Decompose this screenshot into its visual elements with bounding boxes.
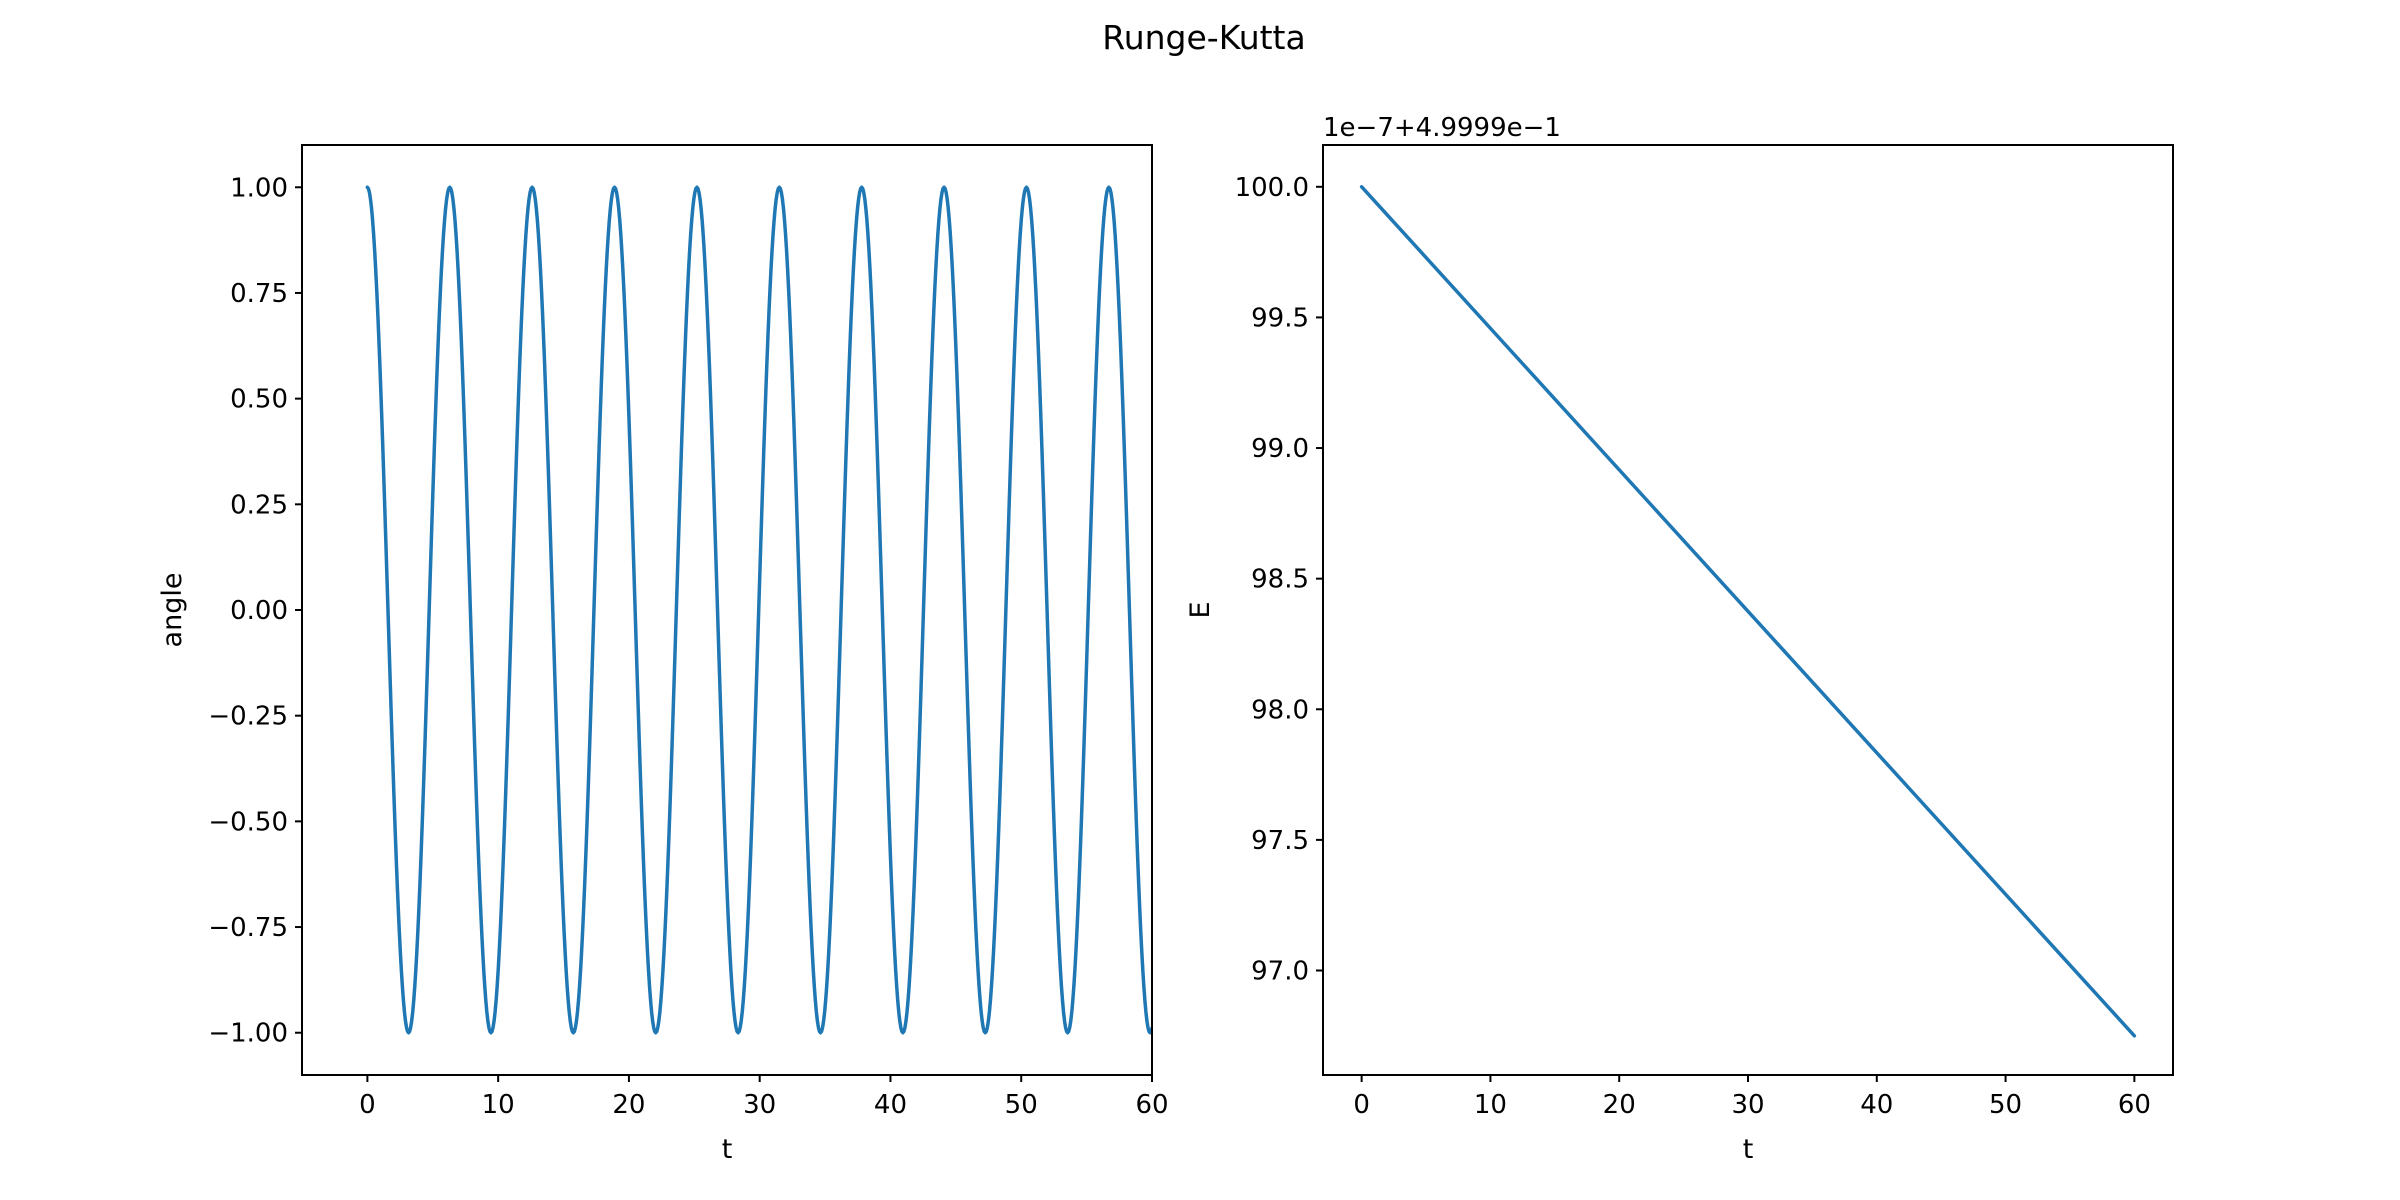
angle-y-tick-label: −0.50 <box>208 807 288 837</box>
angle-x-tick-label: 50 <box>1005 1090 1038 1120</box>
angle-y-tick-label: 0.75 <box>230 279 288 309</box>
energy-subplot: 100.0 99.5 99.0 98.5 98.0 97.5 97.0 0 10 20 30 40 5… <box>1185 113 2174 1165</box>
angle-y-tick-label: −0.75 <box>208 913 288 943</box>
angle-x-tick-label: 0 <box>359 1090 376 1120</box>
angle-x-ticks: 0 10 20 30 40 50 60 <box>359 1075 1169 1120</box>
energy-y-tick-label: 98.0 <box>1251 695 1309 725</box>
energy-y-tick-label: 100.0 <box>1235 173 1309 203</box>
energy-x-tick-label: 60 <box>2118 1090 2151 1120</box>
angle-series-layer <box>365 185 1152 1035</box>
energy-y-tick-label: 97.5 <box>1251 826 1309 856</box>
energy-x-tick-label: 50 <box>1989 1090 2022 1120</box>
energy-x-ticks: 0 10 20 30 40 50 60 <box>1353 1075 2151 1120</box>
energy-y-offset-text: 1e−7+4.9999e−1 <box>1323 113 1561 143</box>
energy-x-tick-label: 30 <box>1731 1090 1764 1120</box>
angle-y-tick-label: 0.00 <box>230 596 288 626</box>
energy-x-tick-label: 20 <box>1603 1090 1636 1120</box>
angle-x-tick-label: 10 <box>482 1090 515 1120</box>
angle-series-line <box>365 185 1152 1035</box>
energy-y-tick-label: 99.0 <box>1251 434 1309 464</box>
angle-x-tick-label: 20 <box>612 1090 645 1120</box>
angle-x-tick-label: 30 <box>743 1090 776 1120</box>
figure-title: Runge-Kutta <box>1102 18 1305 57</box>
energy-x-tick-label: 40 <box>1860 1090 1893 1120</box>
energy-x-axis-label: t <box>1743 1134 1754 1165</box>
energy-x-tick-label: 10 <box>1474 1090 1507 1120</box>
angle-y-tick-label: −0.25 <box>208 702 288 732</box>
angle-subplot: 1.00 0.75 0.50 0.25 0.00 −0.25 −0.50 −0.75 −1.00… <box>157 144 1169 1165</box>
energy-series-line <box>1359 185 2137 1038</box>
energy-y-tick-label: 97.0 <box>1251 957 1309 987</box>
energy-x-tick-label: 0 <box>1353 1090 1370 1120</box>
energy-y-tick-label: 98.5 <box>1251 565 1309 595</box>
energy-y-axis-label: E <box>1185 601 1216 618</box>
angle-y-tick-label: 0.50 <box>230 385 288 415</box>
angle-x-tick-label: 60 <box>1135 1090 1168 1120</box>
energy-series-layer <box>1359 185 2137 1038</box>
angle-y-ticks: 1.00 0.75 0.50 0.25 0.00 −0.25 −0.50 −0.75 −1.00 <box>208 173 302 1049</box>
energy-y-tick-label: 99.5 <box>1251 303 1309 333</box>
angle-y-axis-label: angle <box>157 573 188 648</box>
angle-x-axis-label: t <box>722 1134 733 1165</box>
energy-y-ticks: 100.0 99.5 99.0 98.5 98.0 97.5 97.0 <box>1235 173 1323 987</box>
angle-y-tick-label: 0.25 <box>230 490 288 520</box>
angle-x-tick-label: 40 <box>874 1090 907 1120</box>
angle-y-tick-label: −1.00 <box>208 1019 288 1049</box>
angle-y-tick-label: 1.00 <box>230 173 288 203</box>
